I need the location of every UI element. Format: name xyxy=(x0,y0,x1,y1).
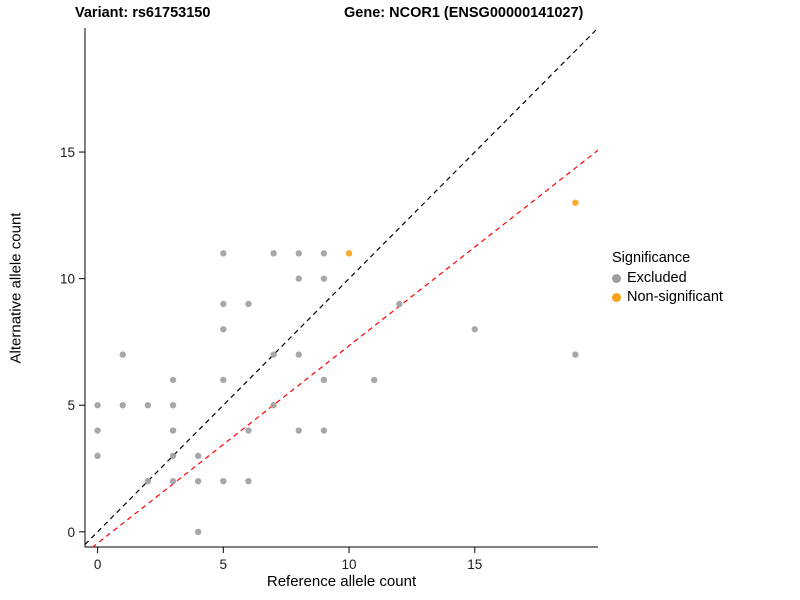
data-point-excluded xyxy=(220,250,227,257)
data-point-non-significant xyxy=(345,250,353,257)
legend-label: Non-significant xyxy=(627,289,723,305)
data-point-excluded xyxy=(119,351,126,358)
y-tick-label: 10 xyxy=(60,272,75,287)
data-point-excluded xyxy=(245,300,252,308)
data-point-excluded xyxy=(320,250,328,257)
x-tick-label: 10 xyxy=(342,557,357,572)
legend-dot-icon xyxy=(612,292,621,302)
legend-dot-icon xyxy=(612,273,621,283)
data-point-excluded xyxy=(194,452,202,460)
plot-title-variant: Variant: rs61753150 xyxy=(75,5,211,21)
data-point-excluded xyxy=(220,326,227,333)
data-point-excluded xyxy=(245,477,252,485)
data-point-excluded xyxy=(169,376,177,384)
data-point-excluded xyxy=(320,275,328,282)
legend-item: Non-significant xyxy=(612,289,723,305)
data-point-excluded xyxy=(119,402,126,409)
data-point-excluded xyxy=(370,376,378,384)
data-point-excluded xyxy=(270,250,277,257)
data-point-excluded xyxy=(295,275,302,282)
data-point-excluded xyxy=(94,452,101,460)
data-point-excluded xyxy=(295,351,302,358)
regression-line xyxy=(91,149,598,547)
data-point-excluded xyxy=(396,300,403,308)
data-point-excluded xyxy=(220,300,227,308)
data-point-excluded xyxy=(94,427,101,434)
data-point-excluded xyxy=(144,477,152,485)
data-point-excluded xyxy=(270,351,277,358)
legend-title: Significance xyxy=(612,250,691,266)
x-axis-label: Reference allele count xyxy=(266,573,417,590)
data-point-excluded xyxy=(320,427,328,434)
data-point-excluded xyxy=(572,351,579,358)
data-point-excluded xyxy=(94,402,101,409)
x-tick-label: 15 xyxy=(467,557,482,572)
y-tick-label: 5 xyxy=(67,398,75,413)
data-point-excluded xyxy=(194,528,202,536)
data-point-excluded xyxy=(169,402,177,409)
data-point-excluded xyxy=(169,427,177,434)
plot-title-gene: Gene: NCOR1 (ENSG00000141027) xyxy=(344,5,584,21)
data-point-excluded xyxy=(295,250,302,257)
data-point-excluded xyxy=(471,326,478,333)
data-point-excluded xyxy=(220,376,227,384)
data-point-excluded xyxy=(169,452,177,460)
data-point-excluded xyxy=(220,477,227,485)
y-axis-label: Alternative allele count xyxy=(7,212,25,364)
identity-line xyxy=(85,28,598,545)
data-point-excluded xyxy=(270,402,277,409)
legend-label: Excluded xyxy=(627,270,687,286)
legend-items: Excluded Non-significant xyxy=(612,270,723,305)
data-point-excluded xyxy=(194,477,202,485)
data-point-excluded xyxy=(295,427,302,434)
data-point-excluded xyxy=(245,427,252,434)
y-tick-label: 0 xyxy=(67,525,75,540)
x-tick-label: 5 xyxy=(220,557,228,572)
legend-item: Excluded xyxy=(612,270,723,286)
legend: Significance Excluded Non-significant xyxy=(612,250,723,305)
x-tick-label: 0 xyxy=(94,557,102,572)
y-tick-label: 15 xyxy=(60,145,75,160)
data-point-excluded xyxy=(320,376,328,384)
data-point-non-significant xyxy=(572,199,579,206)
data-point-excluded xyxy=(169,477,177,485)
data-point-excluded xyxy=(144,402,152,409)
